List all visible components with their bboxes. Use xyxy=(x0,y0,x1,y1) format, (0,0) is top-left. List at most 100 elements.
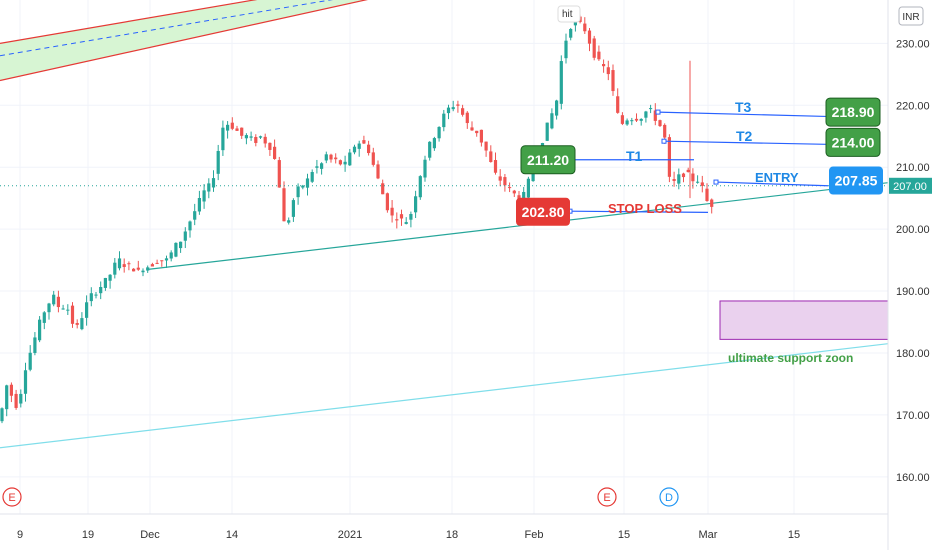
price-label-boxes: 218.90 214.00 211.20 207.85 202.80 xyxy=(516,97,883,226)
candle-body xyxy=(465,112,469,124)
x-tick-label: 15 xyxy=(788,529,800,541)
candle-body xyxy=(70,305,75,324)
level-line-handle[interactable] xyxy=(713,179,719,185)
candle-body xyxy=(141,270,145,273)
grid xyxy=(0,0,888,514)
candle-body xyxy=(113,262,117,275)
candle-body xyxy=(117,258,122,269)
candle-body xyxy=(80,318,84,330)
candle-body xyxy=(395,219,399,221)
price-box-entry[interactable] xyxy=(829,166,883,195)
candle-body xyxy=(569,28,573,38)
candle-body xyxy=(705,188,709,202)
candle-body xyxy=(564,40,568,59)
candle-body xyxy=(211,178,216,188)
candle-body xyxy=(371,152,375,165)
candle-body xyxy=(484,141,488,151)
candle-body xyxy=(61,308,65,310)
x-tick-label: Feb xyxy=(525,529,544,541)
candle-body xyxy=(193,211,197,220)
support-zone-rect[interactable] xyxy=(719,300,889,340)
candle-body xyxy=(150,264,154,267)
price-box-target[interactable] xyxy=(520,145,576,175)
candle-body xyxy=(244,135,248,139)
candle-body xyxy=(188,221,192,231)
channel-bottom-line[interactable] xyxy=(0,0,590,82)
candle-body xyxy=(550,113,554,129)
candle-body xyxy=(475,130,479,134)
candle-body xyxy=(202,190,206,202)
candle-body xyxy=(611,70,615,92)
candle-body xyxy=(277,160,281,188)
candle-body xyxy=(677,174,681,184)
candle-body xyxy=(160,260,164,262)
y-tick-label: 230.00 xyxy=(896,38,930,50)
candle-body xyxy=(686,169,690,173)
level-line[interactable] xyxy=(663,140,827,145)
candle-body xyxy=(28,352,32,370)
level-line[interactable] xyxy=(657,111,827,118)
candle-body xyxy=(23,370,28,394)
support-trendline[interactable] xyxy=(147,182,889,270)
annotation-t1: T1 xyxy=(626,148,643,164)
support-zone[interactable] xyxy=(719,300,889,340)
candle-body xyxy=(268,142,272,150)
candle-body xyxy=(169,252,173,259)
y-tick-label: 170.00 xyxy=(896,410,930,422)
price-box-target[interactable] xyxy=(825,97,881,127)
candle-body xyxy=(381,183,385,195)
x-tick-label: 19 xyxy=(82,529,94,541)
price-box-label: 207.85 xyxy=(835,173,878,189)
candle-body xyxy=(522,191,526,202)
candle-body xyxy=(14,393,18,408)
candle-body xyxy=(602,64,606,67)
x-tick-label: 15 xyxy=(618,529,630,541)
candle-body xyxy=(498,176,502,181)
candle-body xyxy=(404,222,408,224)
y-tick-label: 200.00 xyxy=(896,224,930,236)
candle-body xyxy=(352,146,357,153)
candle-body xyxy=(348,152,352,166)
level-line-handle[interactable] xyxy=(655,109,661,115)
y-tick-label: 190.00 xyxy=(896,286,930,298)
hit-badge xyxy=(557,5,581,23)
channel-mid-line[interactable] xyxy=(0,0,440,57)
long-term-support-line[interactable] xyxy=(0,343,889,449)
event-marker-e[interactable] xyxy=(2,487,22,507)
event-marker-e[interactable] xyxy=(597,487,617,507)
candle-body xyxy=(56,296,60,308)
current-price-tag xyxy=(889,177,932,194)
candle-body xyxy=(183,231,187,241)
candle-body xyxy=(672,179,676,181)
candle-body xyxy=(470,127,474,131)
candle-body xyxy=(559,61,563,104)
trendlines[interactable] xyxy=(0,182,889,449)
candle-body xyxy=(155,262,159,264)
price-box-label: 214.00 xyxy=(832,134,875,150)
candle-body xyxy=(301,185,305,188)
x-tick-label: 2021 xyxy=(338,529,362,541)
level-lines[interactable] xyxy=(0,109,888,214)
price-box-stop[interactable] xyxy=(516,197,570,226)
currency-badge[interactable] xyxy=(898,6,924,26)
event-marker-label: E xyxy=(8,492,15,504)
candle-body xyxy=(221,127,225,151)
level-line[interactable] xyxy=(569,210,709,214)
channel-top-line[interactable] xyxy=(0,0,580,44)
event-marker-d[interactable] xyxy=(659,487,679,507)
price-box-target[interactable] xyxy=(825,127,881,157)
candle-body xyxy=(597,51,601,60)
level-line[interactable] xyxy=(715,181,829,187)
x-tick-label: 18 xyxy=(446,529,458,541)
candle-body xyxy=(230,122,234,129)
candle-body xyxy=(42,312,46,323)
candle-body xyxy=(0,408,4,422)
candle-body xyxy=(235,128,239,131)
candle-body xyxy=(691,173,695,182)
y-tick-label: 160.00 xyxy=(896,472,930,484)
candle-body xyxy=(197,198,201,212)
price-box-label: 218.90 xyxy=(832,104,875,120)
level-line-handle[interactable] xyxy=(661,138,667,144)
